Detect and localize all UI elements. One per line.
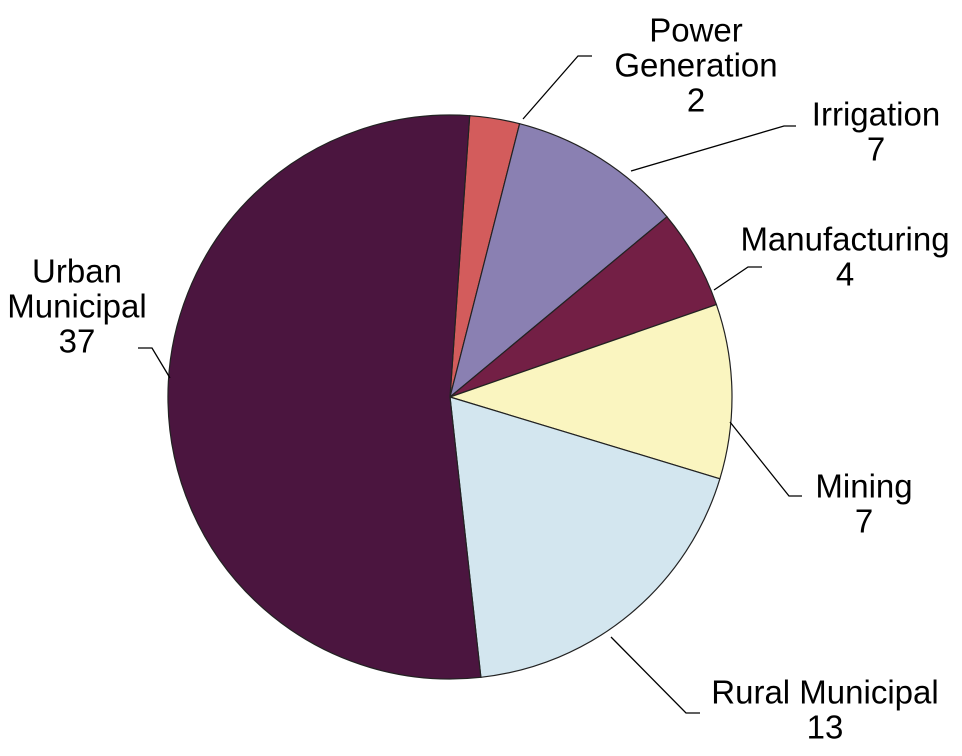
slice-value-mining: 7 (855, 503, 873, 540)
leader-line-irrigation (630, 125, 796, 172)
leader-line-manufacturing (713, 266, 762, 291)
pie-slices (167, 114, 733, 680)
slice-irrigation (448, 122, 668, 399)
leader-lines (138, 55, 802, 714)
slice-name-urban-municipal: Urban (32, 253, 122, 290)
slice-value-urban-municipal: 37 (59, 323, 96, 360)
slice-name-power-generation: Generation (614, 47, 777, 84)
slice-name-power-generation: Power (649, 12, 743, 49)
slice-value-rural-municipal: 13 (807, 709, 844, 746)
slice-name-manufacturing: Manufacturing (740, 221, 949, 258)
leader-line-urban-municipal (138, 347, 171, 379)
leader-line-power-generation (522, 55, 592, 120)
leader-line-rural-municipal (610, 636, 700, 714)
slice-value-irrigation: 7 (867, 131, 885, 168)
slice-urban-municipal (167, 114, 482, 680)
slice-value-power-generation: 2 (687, 82, 705, 119)
leader-line-mining (729, 421, 802, 497)
slice-mining (448, 303, 733, 480)
slice-name-urban-municipal: Municipal (7, 288, 146, 325)
slice-value-manufacturing: 4 (836, 256, 854, 293)
slice-rural-municipal (449, 396, 721, 678)
slice-name-irrigation: Irrigation (812, 96, 940, 133)
slice-name-mining: Mining (815, 468, 912, 505)
slice-name-rural-municipal: Rural Municipal (711, 674, 938, 711)
